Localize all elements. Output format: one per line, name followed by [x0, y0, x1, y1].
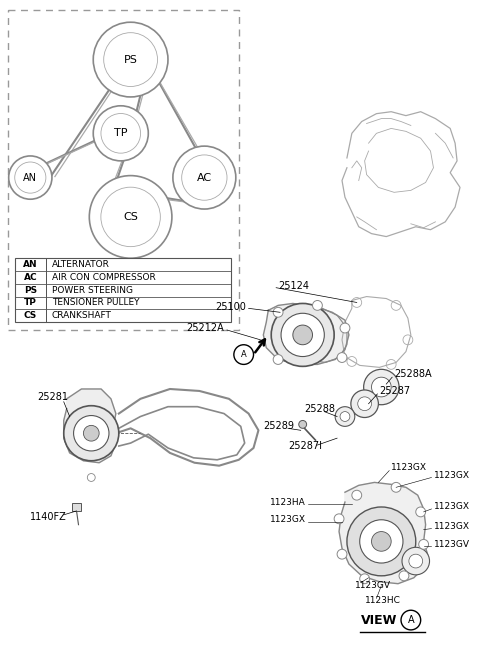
Circle shape — [93, 22, 168, 97]
Circle shape — [360, 574, 370, 584]
Polygon shape — [339, 482, 428, 584]
Circle shape — [73, 416, 109, 451]
Text: 1123GX: 1123GX — [391, 463, 427, 472]
Circle shape — [87, 474, 95, 482]
Circle shape — [293, 325, 312, 345]
Circle shape — [372, 377, 391, 397]
Text: PS: PS — [124, 55, 138, 65]
Text: TP: TP — [114, 129, 128, 138]
Circle shape — [391, 482, 401, 492]
Circle shape — [273, 307, 283, 317]
Text: 1123GV: 1123GV — [355, 581, 391, 590]
Text: 1123GV: 1123GV — [433, 540, 469, 549]
Text: CS: CS — [123, 212, 138, 222]
Circle shape — [9, 156, 52, 199]
Circle shape — [352, 490, 362, 500]
Polygon shape — [64, 389, 116, 463]
Text: 25288: 25288 — [305, 404, 336, 414]
Bar — [8, 11, 239, 330]
Circle shape — [335, 407, 355, 426]
Text: 25281: 25281 — [37, 392, 68, 402]
Text: TENSIONER PULLEY: TENSIONER PULLEY — [52, 299, 140, 308]
Text: AIR CON COMPRESSOR: AIR CON COMPRESSOR — [52, 273, 156, 282]
Text: 25288A: 25288A — [394, 369, 432, 379]
Text: CS: CS — [24, 311, 37, 320]
Circle shape — [173, 146, 236, 209]
Text: TP: TP — [24, 299, 37, 308]
Text: 25124: 25124 — [278, 281, 309, 291]
Circle shape — [360, 520, 403, 563]
Text: 1123GX: 1123GX — [433, 502, 469, 511]
Circle shape — [299, 420, 307, 428]
Text: VIEW: VIEW — [361, 614, 397, 627]
Circle shape — [399, 571, 409, 581]
Text: PS: PS — [24, 285, 37, 295]
Circle shape — [358, 397, 372, 411]
Text: 1123HA: 1123HA — [270, 498, 306, 507]
Circle shape — [337, 549, 347, 559]
Text: 25287: 25287 — [379, 386, 410, 396]
Text: AN: AN — [24, 173, 37, 183]
Text: ALTERNATOR: ALTERNATOR — [52, 260, 110, 269]
Circle shape — [93, 106, 148, 161]
Circle shape — [89, 175, 172, 258]
Text: 25100: 25100 — [215, 302, 246, 312]
Circle shape — [64, 406, 119, 461]
Circle shape — [416, 507, 426, 517]
Polygon shape — [264, 303, 349, 364]
Circle shape — [312, 301, 323, 310]
Text: AC: AC — [24, 273, 37, 282]
Text: 1140FZ: 1140FZ — [30, 512, 67, 522]
Circle shape — [402, 548, 430, 575]
Text: A: A — [408, 615, 414, 625]
Circle shape — [234, 345, 253, 364]
Text: POWER STEERING: POWER STEERING — [52, 285, 133, 295]
Circle shape — [340, 412, 350, 422]
Circle shape — [340, 323, 350, 333]
Circle shape — [337, 353, 347, 362]
Text: 25289: 25289 — [264, 421, 294, 432]
Text: 25287I: 25287I — [288, 441, 322, 451]
Bar — [72, 503, 82, 511]
Circle shape — [347, 507, 416, 576]
Text: CRANKSHAFT: CRANKSHAFT — [52, 311, 112, 320]
Circle shape — [273, 355, 283, 364]
Bar — [14, 258, 231, 322]
Circle shape — [401, 610, 420, 630]
Circle shape — [281, 313, 324, 357]
Circle shape — [84, 425, 99, 441]
Circle shape — [334, 514, 344, 524]
Circle shape — [351, 390, 378, 418]
Circle shape — [271, 303, 334, 366]
Text: AC: AC — [197, 173, 212, 183]
Circle shape — [419, 540, 429, 549]
Text: 25212A: 25212A — [186, 323, 224, 333]
Circle shape — [409, 554, 423, 568]
Circle shape — [364, 369, 399, 405]
Circle shape — [372, 532, 391, 551]
Text: 1123GX: 1123GX — [433, 471, 469, 480]
Text: 1123HC: 1123HC — [365, 596, 400, 605]
Text: A: A — [241, 350, 247, 359]
Text: 1123GX: 1123GX — [433, 522, 469, 531]
Text: 1123GX: 1123GX — [270, 515, 306, 525]
Text: AN: AN — [23, 260, 37, 269]
